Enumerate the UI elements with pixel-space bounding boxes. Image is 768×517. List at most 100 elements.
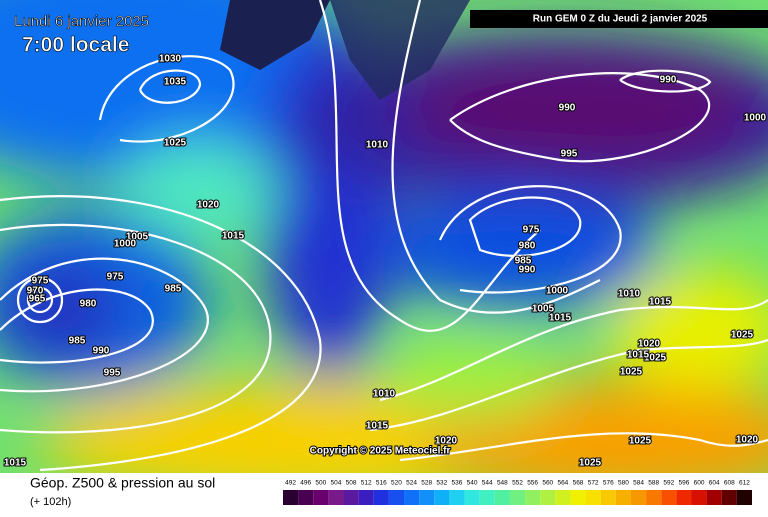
scale-label: 588: [648, 480, 659, 487]
scale-label: 572: [588, 480, 599, 487]
isobar-label: 1025: [620, 367, 643, 378]
isobar-label: 990: [559, 103, 576, 114]
scale-label: 564: [557, 480, 568, 487]
isobar-label: 990: [93, 346, 110, 357]
isobar-label: 1000: [114, 239, 137, 250]
footer-lead: (+ 102h): [30, 496, 71, 508]
scale-label: 568: [573, 480, 584, 487]
scale-label: 600: [694, 480, 705, 487]
time: 7:00 locale: [22, 34, 129, 57]
scale-label: 580: [618, 480, 629, 487]
scale-cell: [283, 490, 299, 505]
scale-cell: [419, 490, 435, 505]
isobar-label: 1015: [366, 421, 389, 432]
scale-cell: [509, 490, 526, 505]
isobar-label: 985: [69, 336, 86, 347]
scale-cell: [721, 490, 737, 505]
isobar-label: 975: [523, 225, 540, 236]
scale-cell: [691, 490, 707, 505]
scale-label: 576: [603, 480, 614, 487]
scale-label: 524: [406, 480, 417, 487]
scale-cell: [585, 490, 601, 505]
scale-cell: [358, 490, 374, 505]
run-box: [470, 10, 768, 28]
scale-label: 556: [527, 480, 538, 487]
scale-label: 592: [663, 480, 674, 487]
scale-cell: [434, 490, 450, 505]
scale-cell: [646, 490, 662, 505]
scale-label: 548: [497, 480, 508, 487]
isobar-label: 1025: [629, 436, 652, 447]
scale-label: 532: [436, 480, 447, 487]
run-info: Run GEM 0 Z du Jeudi 2 janvier 2025: [533, 14, 708, 25]
scale-label: 544: [482, 480, 493, 487]
scale-cell: [525, 490, 541, 505]
footer-title: Géop. Z500 & pression au sol: [30, 475, 215, 491]
field: [0, 0, 768, 500]
isobar-label: 990: [660, 75, 677, 86]
scale-cell: [540, 490, 556, 505]
isobar-label: 1025: [644, 353, 667, 364]
scale-label: 496: [300, 480, 311, 487]
isobar-label: 1015: [649, 297, 672, 308]
scale-label: 512: [361, 480, 372, 487]
isobar-label: 985: [515, 256, 532, 267]
scale-cell: [404, 490, 420, 505]
isobar-label: 1010: [618, 289, 641, 300]
isobar-label: 995: [104, 368, 121, 379]
isobar-label: 980: [80, 299, 97, 310]
scale-cell: [600, 490, 616, 505]
scale-cell: [615, 490, 631, 505]
isobar-label: 995: [561, 149, 578, 160]
isobar-label: 1020: [638, 339, 661, 350]
scale-label: 596: [678, 480, 689, 487]
isobar-label: 1015: [627, 350, 650, 361]
isobar-label: 1025: [164, 138, 187, 149]
isobars: [0, 0, 768, 472]
scale-cell: [479, 490, 495, 505]
scale-label: 560: [542, 480, 553, 487]
scale-cell: [736, 490, 752, 505]
scale-label: 608: [724, 480, 735, 487]
isobar-label: 965: [29, 294, 46, 305]
isobar-label: 1005: [532, 304, 555, 315]
isobar-label: 975: [32, 276, 49, 287]
isobar-label: 1015: [4, 458, 27, 469]
scale-label: 540: [467, 480, 478, 487]
isobar-label: 1025: [579, 458, 602, 469]
scale-label: 500: [315, 480, 326, 487]
copyright: Copyright © 2025 Meteociel.fr: [310, 446, 451, 457]
color-scale: 492 496 500 504 508 512 516 520 524 528 532 536 540 5…: [283, 480, 752, 505]
isobar-label: 980: [519, 241, 536, 252]
scale-cell: [464, 490, 480, 505]
scale-label: 516: [376, 480, 387, 487]
isobar-label: 1020: [736, 435, 759, 446]
scale-cell: [661, 490, 677, 505]
isobar-labels: 1030103510251020101510051000975970965975…: [3, 53, 768, 470]
scale-cell: [570, 490, 586, 505]
isobar-label: 1015: [222, 231, 245, 242]
scale-cell: [313, 490, 329, 505]
scale-label: 492: [285, 480, 296, 487]
isobar-label: 1005: [126, 232, 149, 243]
scale-cell: [328, 490, 344, 505]
scale-label: 528: [421, 480, 432, 487]
isobar-label: 1020: [435, 436, 458, 447]
scale-cell: [449, 490, 465, 505]
isobar-label: 1035: [164, 77, 187, 88]
scale-cell: [343, 490, 359, 505]
scale-cell: [388, 490, 405, 505]
scale-label: 612: [739, 480, 750, 487]
scale-label: 520: [391, 480, 402, 487]
isobar-label: 970: [27, 286, 44, 297]
isobar-label: 1020: [197, 200, 220, 211]
scale-label: 536: [452, 480, 463, 487]
scale-label: 584: [633, 480, 644, 487]
isobar-label: 1025: [731, 330, 754, 341]
scale-cell: [630, 490, 647, 505]
isobar-label: 1015: [549, 313, 572, 324]
scale-cell: [373, 490, 389, 505]
isobar-label: 990: [519, 265, 536, 276]
